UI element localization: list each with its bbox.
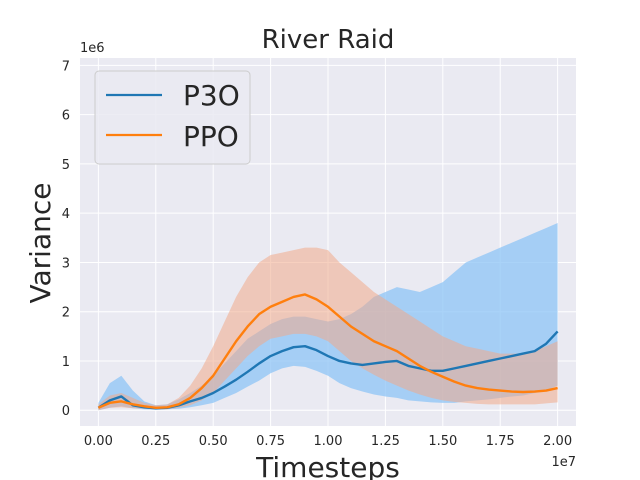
chart-title: River Raid — [262, 25, 395, 55]
legend-label-ppo: PPO — [183, 120, 239, 153]
x-tick-label: 0.75 — [256, 434, 285, 449]
x-tick-label: 0.25 — [141, 434, 170, 449]
y-tick-label: 1 — [62, 355, 70, 370]
y-tick-label: 3 — [62, 256, 70, 271]
y-axis-label: Variance — [24, 183, 57, 304]
x-tick-label: 0.00 — [84, 434, 113, 449]
x-tick-label: 1.50 — [428, 434, 457, 449]
x-axis-ticks: 0.00 0.25 0.50 0.75 1.00 1.25 1.50 1.75 2.00 — [84, 434, 572, 449]
x-tick-label: 2.00 — [543, 434, 572, 449]
x-axis-label: Timesteps — [255, 451, 400, 480]
y-axis-offset-label: 1e6 — [80, 41, 105, 56]
x-tick-label: 0.50 — [199, 434, 228, 449]
y-tick-label: 4 — [62, 207, 70, 222]
x-tick-label: 1.00 — [314, 434, 343, 449]
legend: P3O PPO — [94, 70, 251, 165]
x-axis-offset-label: 1e7 — [551, 455, 576, 470]
y-tick-label: 0 — [62, 404, 70, 419]
y-tick-label: 2 — [62, 306, 70, 321]
y-tick-label: 5 — [62, 158, 70, 173]
legend-label-p3o: P3O — [183, 79, 240, 112]
series-lines — [97, 293, 559, 410]
line-ppo — [97, 293, 558, 409]
x-tick-label: 1.25 — [371, 434, 400, 449]
y-tick-label: 7 — [62, 59, 70, 74]
variance-bands — [98, 223, 558, 411]
x-tick-label: 1.75 — [486, 434, 515, 449]
band-ppo — [98, 247, 558, 411]
y-tick-label: 6 — [62, 109, 70, 124]
y-axis-ticks: 0 1 2 3 4 5 6 7 — [62, 59, 70, 419]
